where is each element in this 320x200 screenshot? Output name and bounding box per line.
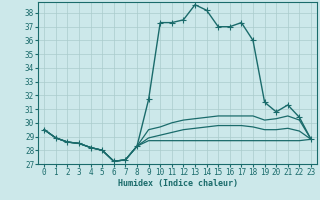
X-axis label: Humidex (Indice chaleur): Humidex (Indice chaleur) xyxy=(118,179,238,188)
